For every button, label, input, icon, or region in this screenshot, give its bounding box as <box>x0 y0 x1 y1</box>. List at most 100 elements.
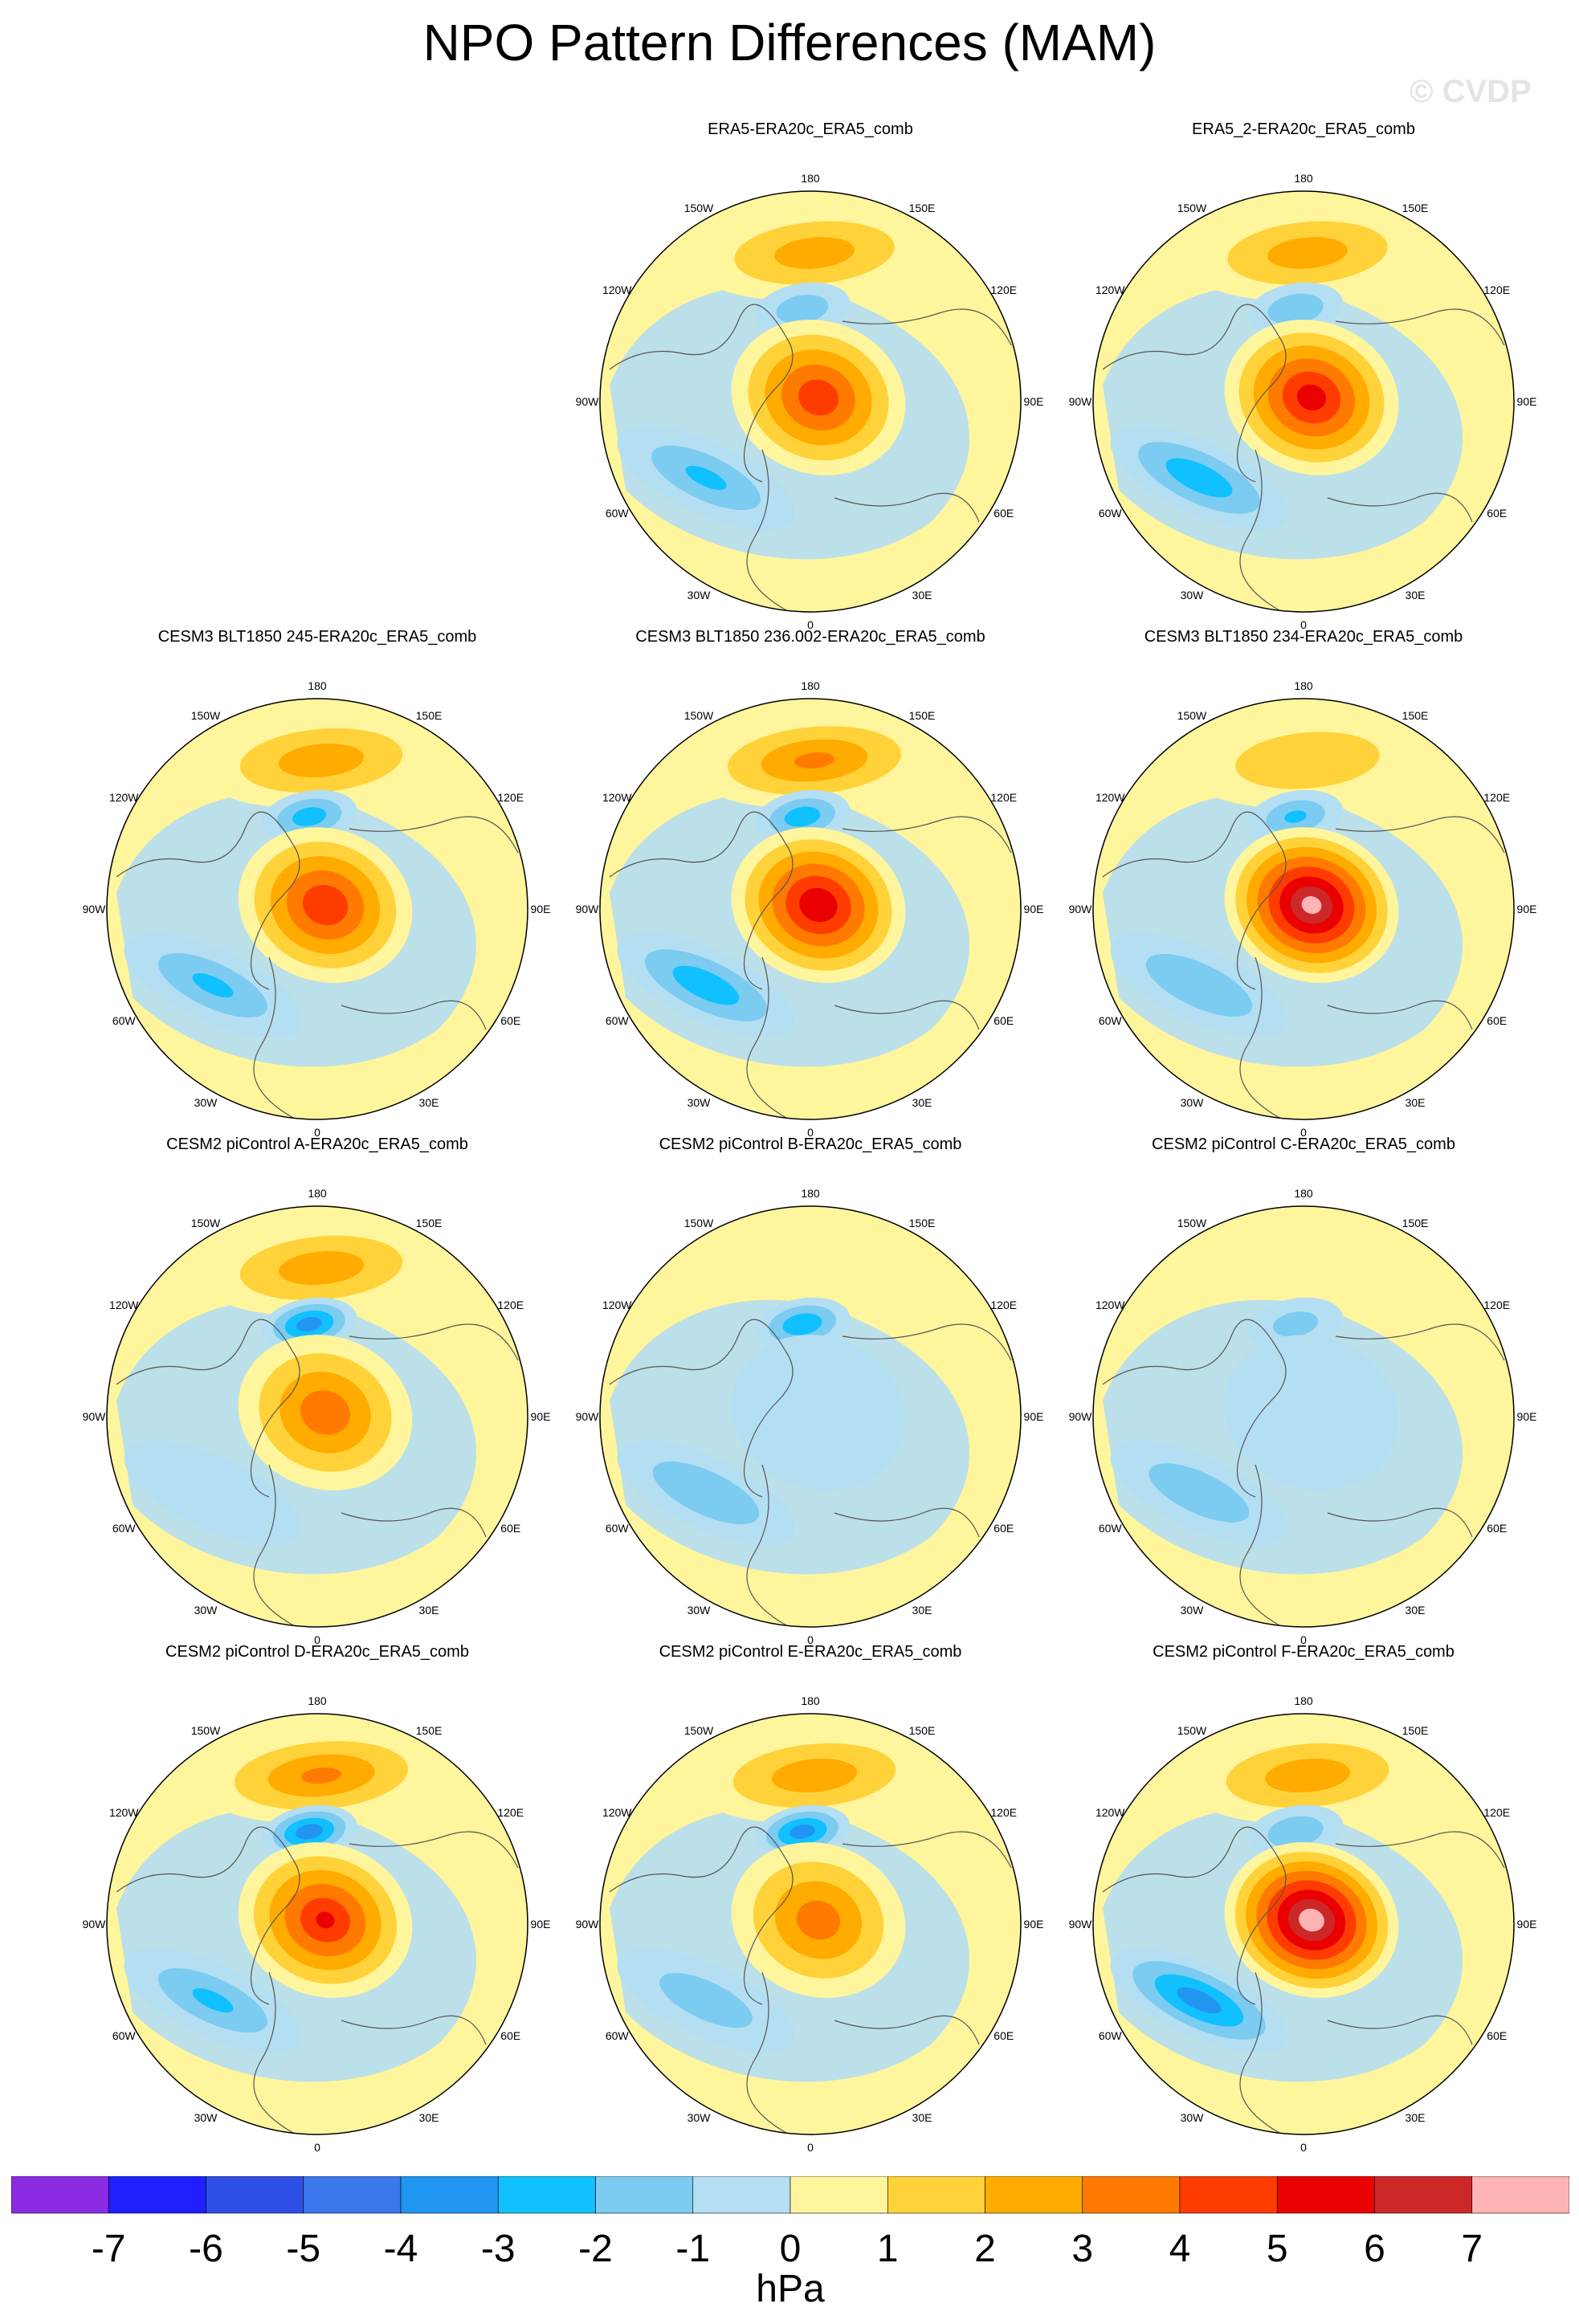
longitude-label: 0 <box>314 1633 320 1646</box>
map-panel: CESM2 piControl C-ERA20c_ERA5_comb 180 150… <box>1051 1135 1557 1646</box>
longitude-label: 30W <box>194 1096 218 1109</box>
longitude-label: 30E <box>419 1604 439 1617</box>
map-border <box>106 1205 528 1628</box>
aleutian-low-contour <box>776 294 829 324</box>
longitude-label: 150W <box>1177 202 1207 214</box>
longitude-label: 180 <box>801 1187 820 1200</box>
longitude-label: 150W <box>684 1724 714 1737</box>
longitude-label: 30W <box>1181 1604 1205 1617</box>
polar-map: 180 150E 120E 90E 60E 30E 0 30W 60W 90W 120W 150W <box>1069 1187 1537 1646</box>
aleutian-low-contour <box>782 1313 822 1335</box>
longitude-label: 30E <box>419 1096 439 1109</box>
longitude-label: 180 <box>1294 1187 1313 1200</box>
longitude-label: 120E <box>990 1806 1017 1819</box>
longitude-label: 60W <box>1099 1522 1123 1535</box>
colorbar-swatch <box>1179 2176 1278 2214</box>
longitude-label: 60W <box>606 507 630 520</box>
arctic-high-contour <box>300 1390 350 1435</box>
longitude-label: 30W <box>1181 589 1205 601</box>
longitude-label: 0 <box>807 2141 814 2154</box>
longitude-label: 150E <box>909 1724 936 1737</box>
map-panel: ERA5_2-ERA20c_ERA5_comb 180 150E 120E 90E 60E… <box>1051 120 1557 631</box>
map-panel: CESM2 piControl F-ERA20c_ERA5_comb 180 150… <box>1051 1643 1557 2154</box>
longitude-label: 120E <box>1483 791 1510 804</box>
longitude-label: 150E <box>416 1217 443 1229</box>
longitude-label: 150W <box>191 1217 221 1229</box>
coastlines <box>1102 811 1505 1119</box>
panel-title: CESM2 piControl C-ERA20c_ERA5_comb <box>1152 1135 1455 1153</box>
longitude-label: 0 <box>807 618 814 631</box>
colorbar-swatch <box>692 2176 791 2214</box>
map-border <box>599 1713 1022 2135</box>
longitude-label: 90W <box>1069 395 1093 408</box>
longitude-label: 120E <box>1483 1806 1510 1819</box>
longitude-label: 150E <box>909 202 936 214</box>
longitude-label: 150E <box>1402 709 1429 722</box>
panel-title: CESM2 piControl B-ERA20c_ERA5_comb <box>659 1135 962 1153</box>
longitude-label: 60W <box>606 2029 630 2042</box>
arctic-high-contour <box>1296 384 1327 411</box>
north-pacific-high-contour <box>794 752 834 769</box>
coastlines <box>1102 1319 1505 1626</box>
aleutian-low-contour <box>1267 1816 1324 1848</box>
longitude-label: 30E <box>912 589 932 601</box>
colorbar-tick-label: 7 <box>1461 2228 1483 2270</box>
longitude-label: 150E <box>909 1217 936 1229</box>
longitude-label: 180 <box>1294 1694 1313 1707</box>
atlantic-low-contour <box>652 1461 760 1525</box>
longitude-label: 90E <box>1517 1410 1537 1423</box>
colorbar-swatch <box>1082 2176 1181 2214</box>
north-pacific-high-contour <box>774 237 855 269</box>
colorbar-swatch <box>790 2176 888 2214</box>
coastlines <box>1102 1826 1505 2134</box>
map-border <box>599 1205 1022 1628</box>
longitude-label: 60E <box>994 1014 1014 1027</box>
longitude-label: 120E <box>990 791 1017 804</box>
longitude-label: 0 <box>1300 1633 1307 1646</box>
longitude-label: 180 <box>308 1187 327 1200</box>
longitude-label: 150E <box>909 709 936 722</box>
longitude-label: 30E <box>1406 1604 1426 1617</box>
arctic-high-contour <box>1299 1908 1324 1932</box>
coastlines <box>116 811 519 1119</box>
longitude-label: 90E <box>1517 1918 1537 1931</box>
north-pacific-high-contour <box>278 743 365 778</box>
colorbar-tick-label: -5 <box>286 2228 320 2270</box>
aleutian-low-contour <box>790 1825 815 1839</box>
longitude-label: 30W <box>1181 1096 1205 1109</box>
colorbar-tick-label: 3 <box>1071 2228 1093 2270</box>
map-panel: CESM2 piControl A-ERA20c_ERA5_comb 180 150… <box>64 1135 570 1646</box>
longitude-label: 30E <box>1406 2111 1426 2124</box>
longitude-label: 150E <box>1402 202 1429 214</box>
panel-title: CESM2 piControl D-ERA20c_ERA5_comb <box>165 1643 469 1661</box>
polar-map: 180 150E 120E 90E 60E 30E 0 30W 60W 90W 120W 150W <box>83 1694 551 2154</box>
aleutian-low-contour <box>784 806 821 827</box>
longitude-label: 180 <box>801 1694 820 1707</box>
panel-title: CESM3 BLT1850 234-ERA20c_ERA5_comb <box>1144 628 1463 646</box>
longitude-label: 180 <box>801 172 820 185</box>
coastlines <box>609 1319 1012 1626</box>
aleutian-low-contour <box>292 807 327 826</box>
longitude-label: 60E <box>1487 1014 1507 1027</box>
longitude-label: 90E <box>1024 1918 1044 1931</box>
polar-map: 180 150E 120E 90E 60E 30E 0 30W 60W 90W 120W 150W <box>576 679 1044 1139</box>
atlantic-low-contour <box>1177 1987 1222 2014</box>
longitude-label: 90E <box>1024 1410 1044 1423</box>
longitude-label: 90E <box>531 1918 551 1931</box>
longitude-label: 180 <box>1294 172 1313 185</box>
atlantic-low-contour <box>1149 1463 1250 1523</box>
longitude-label: 0 <box>1300 2141 1307 2154</box>
arctic-high-contour <box>798 379 839 416</box>
longitude-label: 90W <box>83 1410 107 1423</box>
longitude-label: 60W <box>606 1014 630 1027</box>
arctic-high-contour <box>1301 895 1322 915</box>
longitude-label: 150E <box>416 1724 443 1737</box>
longitude-label: 90W <box>1069 903 1093 915</box>
longitude-label: 90E <box>1024 395 1044 408</box>
polar-map: 180 150E 120E 90E 60E 30E 0 30W 60W 90W 120W 150W <box>1069 1694 1537 2154</box>
longitude-label: 90W <box>83 1918 107 1931</box>
longitude-label: 150E <box>1402 1724 1429 1737</box>
map-panel: CESM2 piControl D-ERA20c_ERA5_comb 180 150… <box>64 1643 570 2154</box>
polar-map: 180 150E 120E 90E 60E 30E 0 30W 60W 90W 120W 150W <box>576 1694 1044 2154</box>
north-pacific-high-contour <box>1264 1758 1351 1793</box>
